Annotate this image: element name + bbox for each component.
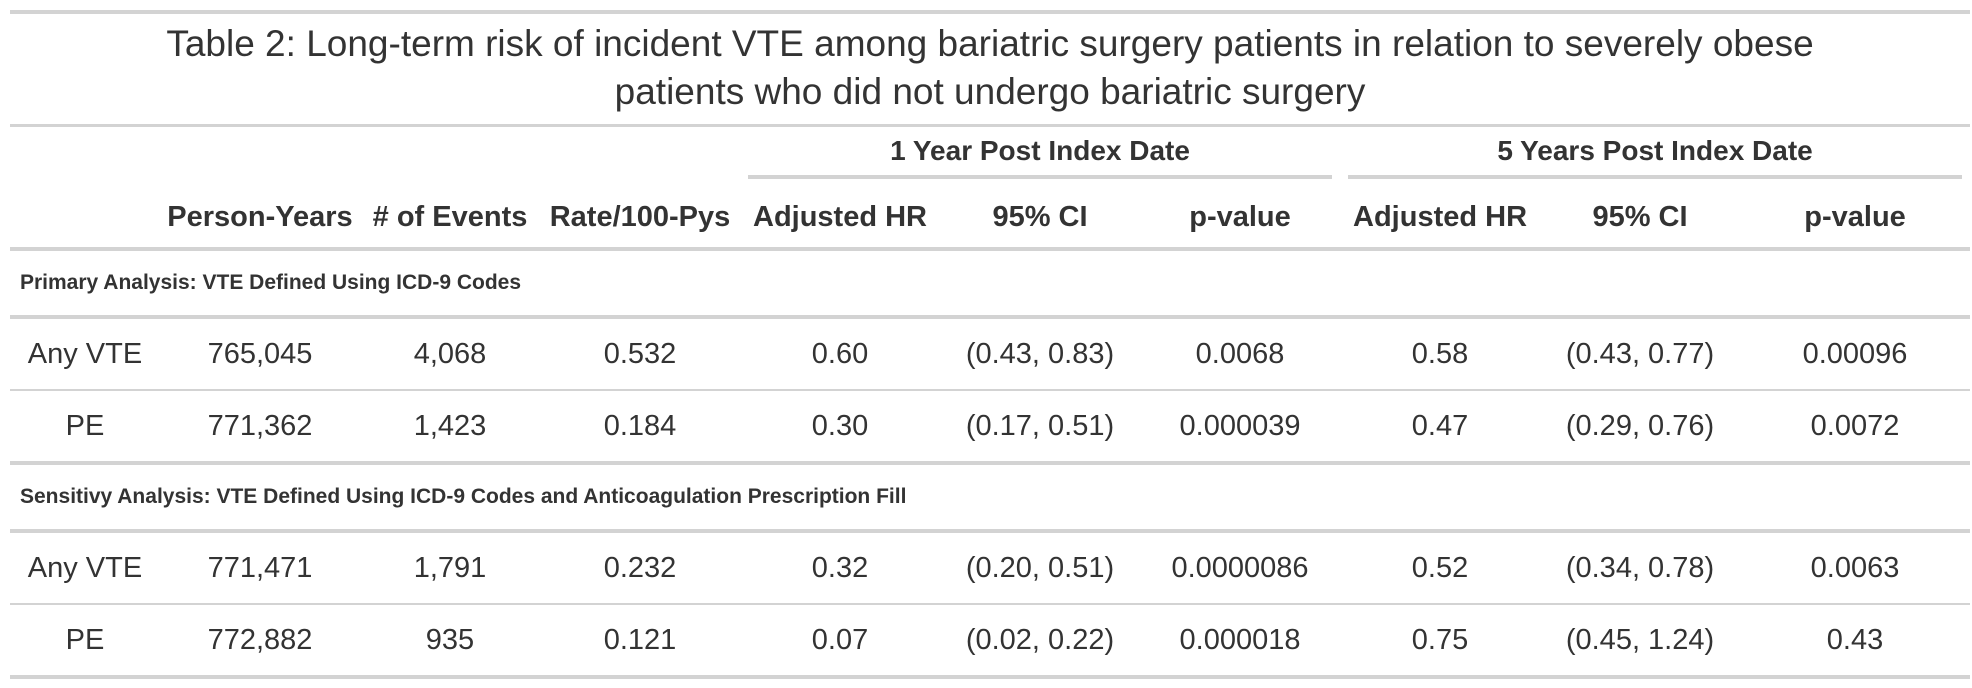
column-header <box>10 187 160 249</box>
table-cell: 0.000039 <box>1140 390 1341 465</box>
table-cell: (0.43, 0.83) <box>940 317 1140 391</box>
table-cell: 0.75 <box>1340 604 1541 679</box>
table-row: Any VTE 771,471 1,791 0.232 0.32 (0.20, … <box>10 531 1971 605</box>
table-cell: 0.07 <box>740 604 940 679</box>
table-cell: 0.52 <box>1340 531 1541 605</box>
table-cell: 0.184 <box>540 390 740 465</box>
table-cell: 0.532 <box>540 317 740 391</box>
table-cell: (0.20, 0.51) <box>940 531 1140 605</box>
table-cell: 0.47 <box>1340 390 1541 465</box>
column-header: 95% CI <box>992 200 1088 233</box>
table-cell: 0.0068 <box>1140 317 1341 391</box>
spanner-5-years-label: 5 Years Post Index Date <box>1348 135 1963 179</box>
spanner-row: 1 Year Post Index Date 5 Years Post Inde… <box>10 127 1970 187</box>
table-cell: 0.0000086 <box>1140 531 1341 605</box>
table-cell: 0.30 <box>740 390 940 465</box>
table-cell: 4,068 <box>360 317 540 391</box>
column-header: Rate/100-Pys <box>549 200 731 233</box>
table-cell: 0.58 <box>1340 317 1541 391</box>
table-row: Any VTE 765,045 4,068 0.532 0.60 (0.43, … <box>10 317 1971 391</box>
top-rule <box>10 10 1970 14</box>
results-table: 1 Year Post Index Date 5 Years Post Inde… <box>10 127 1971 679</box>
table-cell: 0.00096 <box>1740 317 1971 391</box>
table-title-line-2: patients who did not undergo bariatric s… <box>614 71 1366 112</box>
table-cell: 772,882 <box>160 604 360 679</box>
table-cell: (0.34, 0.78) <box>1540 531 1741 605</box>
column-header-row: Person-Years # of Events Rate/100-Pys Ad… <box>10 187 1971 249</box>
group-row-primary: Primary Analysis: VTE Defined Using ICD-… <box>10 249 1971 319</box>
table-cell: 0.232 <box>540 531 740 605</box>
table-cell: (0.45, 1.24) <box>1540 604 1741 679</box>
table-row: PE 771,362 1,423 0.184 0.30 (0.17, 0.51)… <box>10 390 1971 465</box>
group-row-sensitivity: Sensitivy Analysis: VTE Defined Using IC… <box>10 463 1971 533</box>
column-header: Person-Years <box>167 200 353 233</box>
table-cell: 1,791 <box>360 531 540 605</box>
table-cell: PE <box>10 390 160 465</box>
spanner-1-year: 1 Year Post Index Date <box>740 127 1340 187</box>
spanner-5-years: 5 Years Post Index Date <box>1340 127 1970 187</box>
table-cell: Any VTE <box>10 317 160 391</box>
table-cell: 0.0063 <box>1740 531 1971 605</box>
column-header: # of Events <box>372 200 528 233</box>
table-cell: 771,471 <box>160 531 360 605</box>
table-cell: 0.32 <box>740 531 940 605</box>
table-cell: 0.43 <box>1740 604 1971 679</box>
column-header: Adjusted HR <box>1353 200 1528 233</box>
table-container: Table 2: Long-term risk of incident VTE … <box>10 10 1971 679</box>
table-cell: 765,045 <box>160 317 360 391</box>
table-cell: 935 <box>360 604 540 679</box>
group-label: Sensitivy Analysis: VTE Defined Using IC… <box>10 463 1971 533</box>
column-header: 95% CI <box>1592 200 1688 233</box>
table-title: Table 2: Long-term risk of incident VTE … <box>10 14 1970 124</box>
table-cell: (0.43, 0.77) <box>1540 317 1741 391</box>
table-cell: 0.000018 <box>1140 604 1341 679</box>
column-header: Adjusted HR <box>753 200 927 233</box>
column-header: p-value <box>1189 200 1291 233</box>
table-cell: 0.0072 <box>1740 390 1971 465</box>
table-title-line-1: Table 2: Long-term risk of incident VTE … <box>166 23 1814 64</box>
table-row: PE 772,882 935 0.121 0.07 (0.02, 0.22) 0… <box>10 604 1971 679</box>
table-cell: (0.29, 0.76) <box>1540 390 1741 465</box>
table-cell: Any VTE <box>10 531 160 605</box>
column-header: p-value <box>1804 200 1906 233</box>
group-label: Primary Analysis: VTE Defined Using ICD-… <box>10 249 1971 319</box>
title-rule <box>10 124 1970 127</box>
table-cell: 771,362 <box>160 390 360 465</box>
spanner-empty <box>10 127 740 187</box>
table-cell: 1,423 <box>360 390 540 465</box>
table-cell: PE <box>10 604 160 679</box>
table-cell: 0.121 <box>540 604 740 679</box>
table-cell: (0.02, 0.22) <box>940 604 1140 679</box>
table-cell: (0.17, 0.51) <box>940 390 1140 465</box>
table-cell: 0.60 <box>740 317 940 391</box>
spanner-1-year-label: 1 Year Post Index Date <box>748 135 1333 179</box>
